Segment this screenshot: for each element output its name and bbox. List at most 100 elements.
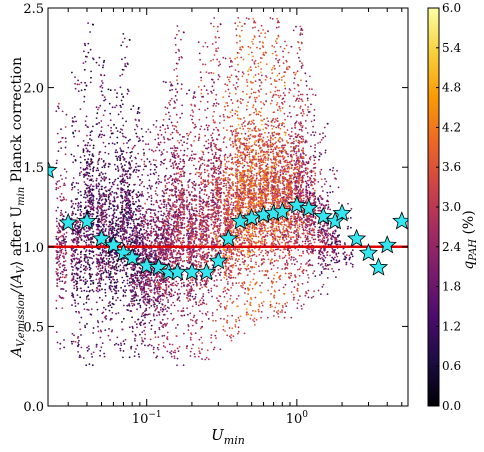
scatter-point (100, 217, 103, 219)
scatter-point (158, 293, 161, 295)
scatter-point (181, 104, 184, 107)
scatter-point (114, 272, 117, 275)
scatter-point (165, 192, 168, 195)
scatter-point (129, 163, 132, 166)
scatter-point (178, 56, 181, 59)
scatter-point (138, 283, 141, 286)
scatter-point (90, 76, 92, 79)
scatter-point (162, 136, 165, 139)
scatter-point (180, 214, 182, 216)
scatter-point (115, 299, 117, 302)
scatter-point (168, 102, 170, 104)
scatter-point (150, 225, 153, 228)
scatter-point (145, 249, 148, 251)
scatter-point (92, 332, 94, 334)
scatter-point (74, 302, 77, 304)
scatter-point (141, 213, 144, 216)
scatter-point (104, 283, 107, 285)
scatter-point (180, 88, 183, 90)
scatter-point (154, 309, 157, 312)
scatter-point (123, 222, 126, 224)
scatter-point (198, 133, 201, 136)
scatter-point (168, 195, 171, 197)
scatter-point (116, 228, 119, 231)
scatter-point (140, 291, 143, 293)
scatter-point (55, 217, 58, 220)
scatter-point (187, 295, 190, 297)
scatter-point (147, 293, 150, 296)
scatter-point (86, 234, 88, 236)
scatter-point (180, 221, 183, 224)
scatter-point (174, 260, 177, 263)
scatter-point (87, 309, 90, 311)
scatter-point (95, 278, 98, 281)
scatter-point (87, 205, 89, 207)
scatter-point (176, 236, 179, 239)
scatter-point (148, 179, 151, 182)
scatter-point (187, 283, 190, 286)
scatter-point (126, 242, 129, 245)
scatter-point (187, 313, 189, 316)
scatter-point (157, 336, 160, 339)
scatter-point (169, 351, 171, 354)
scatter-point (90, 70, 92, 73)
scatter-point (97, 182, 100, 185)
scatter-point (76, 83, 79, 86)
scatter-point (122, 200, 124, 203)
scatter-point (90, 243, 93, 246)
scatter-point (175, 253, 178, 256)
scatter-point (188, 233, 191, 235)
scatter-point (122, 33, 125, 35)
scatter-point (189, 350, 192, 353)
scatter-point (126, 221, 129, 224)
scatter-point (95, 346, 98, 348)
scatter-point (147, 237, 150, 240)
scatter-point (193, 126, 196, 129)
scatter-point (111, 218, 113, 221)
scatter-point (136, 112, 139, 115)
scatter-point (151, 149, 153, 152)
scatter-point (169, 158, 172, 161)
scatter-point (141, 243, 144, 246)
scatter-point (119, 213, 122, 215)
scatter-point (137, 318, 140, 321)
scatter-point (113, 344, 116, 346)
scatter-point (192, 343, 194, 346)
scatter-point (100, 136, 103, 139)
scatter-point (121, 117, 124, 120)
scatter-point (55, 186, 58, 189)
scatter-point (190, 288, 193, 291)
scatter-point (73, 287, 76, 290)
scatter-point (89, 134, 92, 137)
scatter-point (104, 98, 107, 101)
scatter-point (95, 215, 98, 218)
scatter-point (63, 346, 65, 349)
scatter-point (142, 148, 145, 151)
scatter-point (187, 256, 190, 258)
scatter-point (95, 177, 98, 180)
scatter-point (138, 267, 141, 269)
scatter-point (116, 151, 119, 154)
scatter-point (139, 333, 141, 336)
scatter-point (116, 92, 118, 95)
scatter-point (162, 345, 165, 347)
scatter-point (134, 213, 137, 216)
scatter-point (122, 156, 125, 159)
scatter-point (83, 95, 86, 98)
scatter-point (104, 269, 107, 272)
scatter-point (117, 219, 119, 221)
scatter-point (101, 248, 104, 251)
scatter-point (190, 154, 193, 157)
scatter-point (111, 250, 114, 253)
scatter-point (89, 283, 92, 286)
scatter-point (154, 149, 157, 152)
scatter-point (117, 196, 119, 198)
scatter-point (136, 344, 139, 347)
scatter-point (102, 114, 105, 117)
scatter-point (108, 287, 111, 289)
scatter-point (144, 344, 146, 347)
scatter-point (97, 254, 99, 257)
scatter-point (166, 350, 169, 353)
scatter-point (79, 221, 82, 224)
scatter-point (170, 288, 173, 291)
